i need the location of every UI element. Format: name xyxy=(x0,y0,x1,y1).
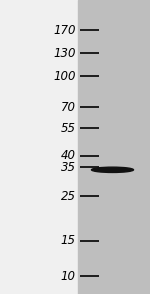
Text: 15: 15 xyxy=(61,234,76,247)
Text: 10: 10 xyxy=(61,270,76,283)
Text: 40: 40 xyxy=(61,149,76,162)
Bar xyxy=(78,0,150,294)
Text: 55: 55 xyxy=(61,121,76,135)
Text: 100: 100 xyxy=(53,70,76,83)
Ellipse shape xyxy=(92,167,134,173)
Text: 70: 70 xyxy=(61,101,76,113)
Text: 35: 35 xyxy=(61,161,76,174)
Text: 25: 25 xyxy=(61,190,76,203)
Text: 130: 130 xyxy=(53,47,76,60)
Text: 170: 170 xyxy=(53,24,76,36)
